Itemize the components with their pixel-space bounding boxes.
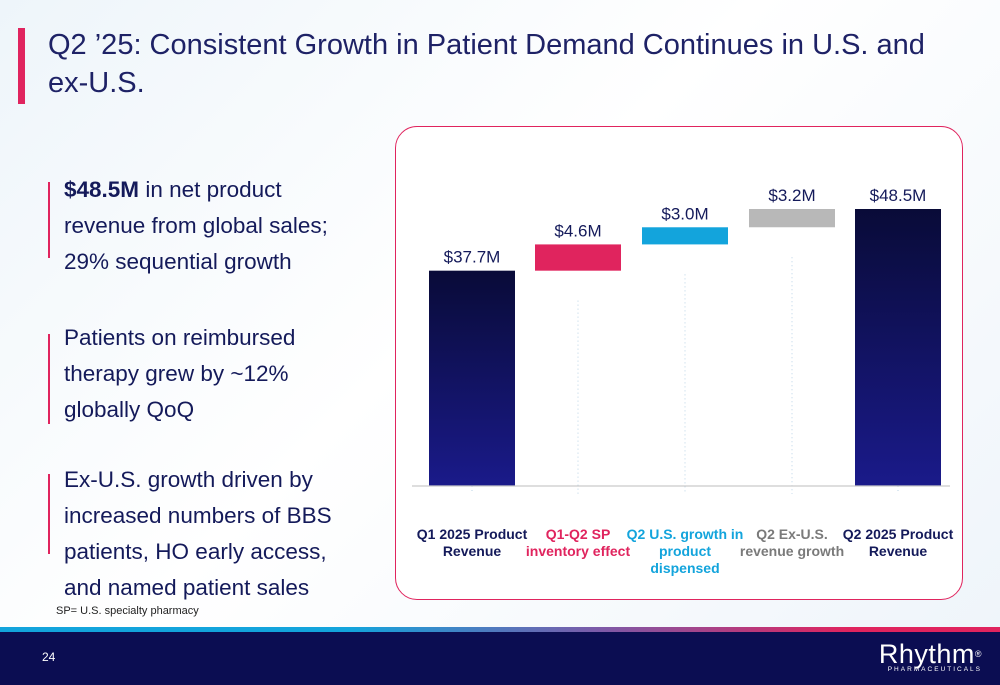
bar-3	[642, 227, 728, 245]
bullet-accent-bar	[48, 334, 50, 424]
bullet-accent-bar	[48, 474, 50, 554]
category-label-3: Q2 U.S. growth in product dispensed	[626, 526, 744, 576]
category-label-5: Q2 2025 Product Revenue	[842, 526, 954, 559]
company-logo: Rhythm® PHARMACEUTICALS	[879, 640, 982, 673]
logo-wordmark: Rhythm	[878, 639, 975, 669]
footer-stripe	[0, 627, 1000, 632]
page-title: Q2 ’25: Consistent Growth in Patient Dem…	[48, 29, 925, 99]
bar-2	[535, 244, 621, 271]
bar-5	[855, 209, 941, 486]
data-label-4: $3.2M	[768, 186, 815, 205]
category-label-2: Q1-Q2 SP inventory effect	[525, 526, 631, 559]
bar-4	[749, 209, 835, 228]
data-label-1: $37.7M	[444, 248, 501, 267]
bullet-accent-bar	[48, 182, 50, 258]
bullet-body: in net product revenue from global sales…	[64, 177, 328, 274]
footnote: SP= U.S. specialty pharmacy	[56, 605, 199, 617]
data-label-5: $48.5M	[870, 186, 927, 205]
data-label-3: $3.0M	[661, 204, 708, 223]
logo-subtitle: PHARMACEUTICALS	[887, 666, 982, 673]
data-label-2: $4.6M	[554, 221, 601, 240]
bullet-bold-figure: $48.5M	[64, 177, 140, 202]
category-label-1: Q1 2025 Product Revenue	[416, 526, 528, 559]
bullet-text: Ex-U.S. growth driven by increased numbe…	[64, 467, 332, 600]
title-accent-bar	[18, 28, 25, 104]
bar-1	[429, 270, 515, 486]
bullet-text: Patients on reimbursed therapy grew by ~…	[64, 325, 296, 422]
bullet-text: $48.5M in net product revenue from globa…	[64, 172, 364, 280]
registered-mark: ®	[974, 649, 982, 659]
page-number: 24	[42, 650, 56, 664]
footer-bar	[0, 632, 1000, 685]
category-label-4: Q2 Ex-U.S. revenue growth	[739, 526, 845, 559]
